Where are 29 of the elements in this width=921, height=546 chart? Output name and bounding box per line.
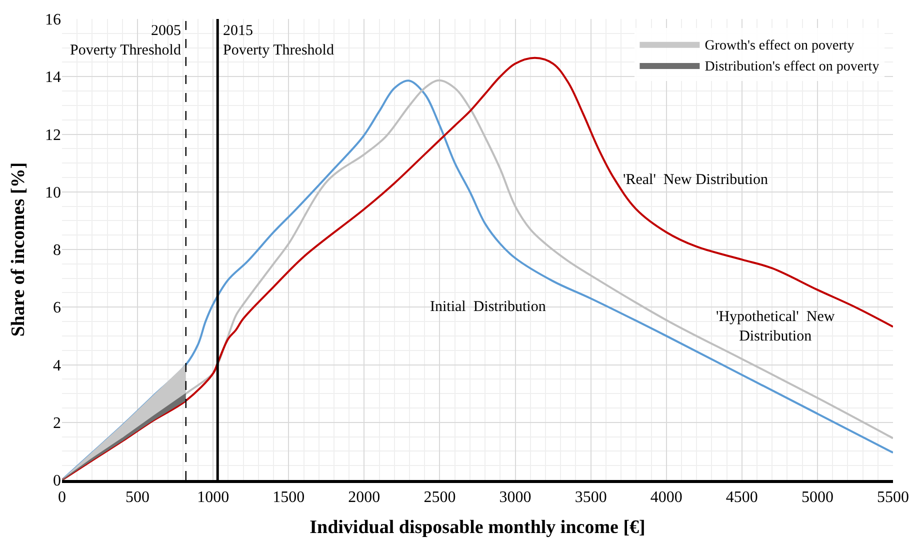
x-tick-label: 3500 — [574, 488, 607, 506]
x-tick-label: 1000 — [197, 488, 230, 506]
y-tick-label: 10 — [45, 184, 61, 202]
annotation: 'Hypothetical' New Distribution — [716, 309, 835, 344]
x-tick-label: 500 — [126, 488, 150, 506]
y-tick-label: 0 — [53, 472, 61, 490]
x-tick-label: 3000 — [499, 488, 532, 506]
x-axis-title: Individual disposable monthly income [€] — [310, 516, 646, 538]
annotation: 'Real' New Distribution — [623, 172, 768, 188]
y-axis-title: Share of incomes [%] — [8, 162, 29, 337]
x-tick-label: 5500 — [877, 488, 909, 506]
legend-label: Growth's effect on poverty — [704, 38, 854, 54]
y-tick-label: 16 — [45, 12, 61, 29]
x-tick-label: 2000 — [348, 488, 380, 506]
ref-line-label: 2005 Poverty Threshold — [70, 23, 182, 58]
y-tick-label: 2 — [53, 414, 61, 432]
y-tick-label: 8 — [53, 242, 61, 260]
x-tick-label: 1500 — [272, 488, 305, 506]
x-tick-label: 2500 — [424, 488, 456, 506]
y-tick-label: 4 — [53, 357, 61, 374]
x-tick-label: 4500 — [726, 488, 758, 506]
y-tick-label: 14 — [45, 69, 61, 86]
ref-line-label: 2015 Poverty Threshold — [223, 23, 334, 58]
legend-label: Distribution's effect on poverty — [704, 59, 880, 74]
y-tick-label: 6 — [53, 300, 61, 317]
x-tick-label: 4000 — [650, 488, 682, 506]
annotation: Initial Distribution — [430, 299, 546, 315]
y-tick-label: 12 — [45, 126, 61, 144]
x-tick-label: 5000 — [801, 488, 834, 506]
